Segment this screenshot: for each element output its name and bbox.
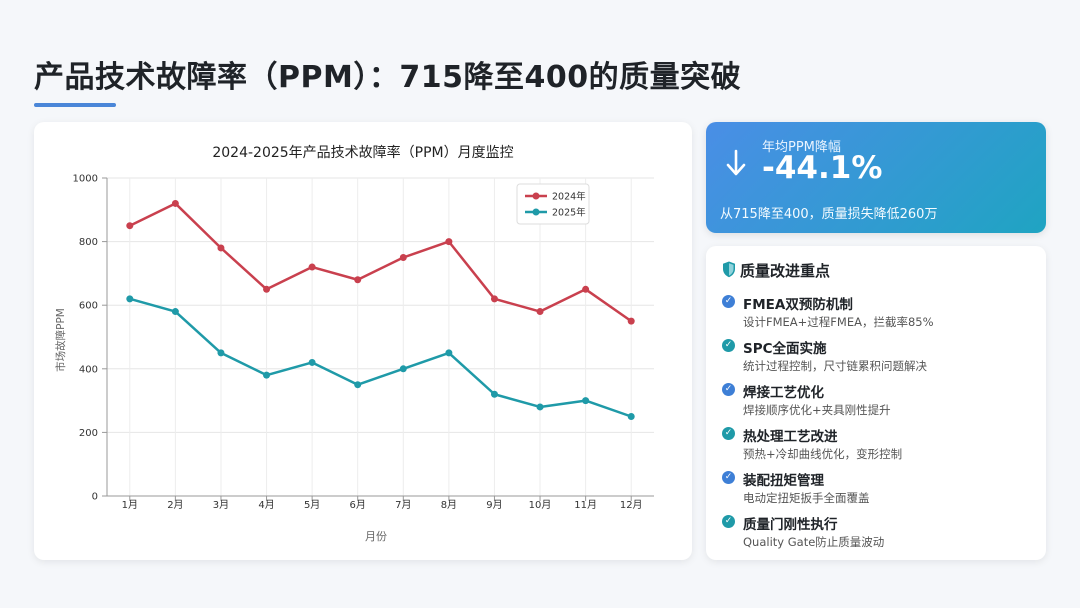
data-point: [354, 276, 362, 284]
data-point: [308, 358, 316, 366]
quality-focus-item: ✓ SPC全面实施统计过程控制，尺寸链累积问题解决: [722, 337, 1032, 381]
data-point: [490, 295, 498, 303]
stat-description: 从715降至400，质量损失降低260万: [720, 207, 938, 222]
data-point: [582, 397, 590, 405]
data-point: [445, 349, 453, 357]
x-tick-label: 12月: [620, 499, 643, 511]
data-point: [171, 199, 179, 207]
quality-focus-title: 质量改进重点: [740, 262, 831, 280]
y-tick-label: 1000: [73, 174, 98, 185]
quality-focus-item: ✓ 热处理工艺改进预热+冷却曲线优化，变形控制: [722, 425, 1032, 469]
quality-focus-item-desc: 电动定扭矩扳手全面覆盖: [743, 491, 870, 505]
x-tick-label: 6月: [350, 499, 366, 511]
x-tick-label: 11月: [574, 499, 597, 511]
data-point: [627, 413, 635, 420]
quality-focus-item-desc: 焊接顺序优化+夹具刚性提升: [743, 403, 891, 417]
quality-focus-item-desc: 设计FMEA+过程FMEA，拦截率85%: [743, 315, 934, 329]
check-icon: ✓: [722, 515, 735, 528]
page-title: 产品技术故障率（PPM）：715降至400的质量突破: [34, 60, 742, 95]
data-point: [536, 403, 544, 411]
x-tick-label: 2月: [167, 499, 183, 511]
legend-label: 2025年: [552, 207, 586, 219]
quality-focus-item: ✓ FMEA双预防机制设计FMEA+过程FMEA，拦截率85%: [722, 293, 1032, 337]
shield-icon: [723, 261, 735, 278]
y-tick-label: 800: [79, 237, 98, 248]
quality-focus-item-name: FMEA双预防机制: [743, 297, 853, 313]
x-tick-label: 8月: [441, 499, 457, 511]
data-point: [263, 371, 271, 379]
quality-focus-item-name: SPC全面实施: [743, 341, 827, 357]
legend-swatch-marker: [532, 192, 540, 200]
data-point: [445, 238, 453, 246]
chart-title: 2024-2025年产品技术故障率（PPM）月度监控: [212, 144, 513, 161]
data-point: [217, 244, 225, 252]
quality-focus-item: ✓ 装配扭矩管理电动定扭矩扳手全面覆盖: [722, 469, 1032, 513]
x-tick-label: 1月: [122, 499, 138, 511]
arrow-down-icon: [726, 149, 746, 176]
quality-focus-item-name: 装配扭矩管理: [743, 473, 824, 489]
quality-focus-item: ✓ 焊接工艺优化焊接顺序优化+夹具刚性提升: [722, 381, 1032, 425]
y-axis-label: 市场故障PPM: [54, 308, 67, 372]
stat-label: 年均PPM降幅: [762, 140, 841, 155]
series-line-2: [129, 297, 632, 418]
stat-value: -44.1%: [762, 150, 883, 186]
x-axis-label: 月份: [365, 530, 387, 543]
quality-focus-item-name: 热处理工艺改进: [743, 429, 838, 445]
data-point: [490, 390, 498, 398]
y-tick-label: 200: [79, 428, 98, 439]
line-chart: 2024-2025年产品技术故障率（PPM）月度监控 0 200 400 600 800…: [54, 144, 654, 543]
data-point: [627, 317, 635, 325]
series-line-1: [129, 202, 632, 323]
quality-focus-list: ✓ FMEA双预防机制设计FMEA+过程FMEA，拦截率85% ✓ SPC全面实施统计…: [722, 293, 1032, 557]
ppm-reduction-card: 年均PPM降幅 -44.1% 从715降至400，质量损失降低260万: [706, 122, 1046, 233]
title-underline: [34, 103, 116, 107]
quality-focus-item-desc: 统计过程控制，尺寸链累积问题解决: [743, 359, 927, 373]
data-point: [308, 263, 316, 271]
x-tick-label: 5月: [304, 499, 320, 511]
check-icon: ✓: [722, 471, 735, 484]
x-tick-label: 10月: [529, 499, 552, 511]
data-point: [217, 349, 225, 357]
x-tick-label: 4月: [258, 499, 274, 511]
quality-focus-item-desc: Quality Gate防止质量波动: [743, 535, 885, 549]
y-tick-label: 0: [92, 492, 98, 503]
x-tick-label: 7月: [395, 499, 411, 511]
check-icon: ✓: [722, 427, 735, 440]
y-tick-label: 400: [79, 364, 98, 375]
data-point: [126, 295, 134, 303]
data-point: [171, 308, 179, 316]
data-point: [263, 285, 271, 293]
x-tick-label: 9月: [486, 499, 502, 511]
quality-focus-item-name: 焊接工艺优化: [743, 385, 824, 401]
x-tick-label: 3月: [213, 499, 229, 511]
data-point: [399, 365, 407, 373]
check-icon: ✓: [722, 339, 735, 352]
legend-swatch-marker: [532, 208, 540, 216]
chart-card: 2024-2025年产品技术故障率（PPM）月度监控 0 200 400 600 800…: [34, 122, 692, 560]
data-point: [354, 381, 362, 389]
data-point: [582, 285, 590, 293]
data-point: [126, 222, 134, 230]
quality-focus-card: 质量改进重点 ✓ FMEA双预防机制设计FMEA+过程FMEA，拦截率85% ✓ SP…: [706, 246, 1046, 560]
check-icon: ✓: [722, 295, 735, 308]
quality-focus-item-desc: 预热+冷却曲线优化，变形控制: [743, 447, 903, 461]
quality-focus-item-name: 质量门刚性执行: [743, 517, 838, 533]
data-point: [536, 308, 544, 316]
check-icon: ✓: [722, 383, 735, 396]
data-point: [399, 254, 407, 261]
chart-legend: 2024年 2025年: [516, 183, 590, 225]
y-tick-label: 600: [79, 301, 98, 312]
legend-label: 2024年: [552, 191, 586, 203]
quality-focus-item: ✓ 质量门刚性执行 Quality Gate防止质量波动: [722, 513, 1032, 557]
